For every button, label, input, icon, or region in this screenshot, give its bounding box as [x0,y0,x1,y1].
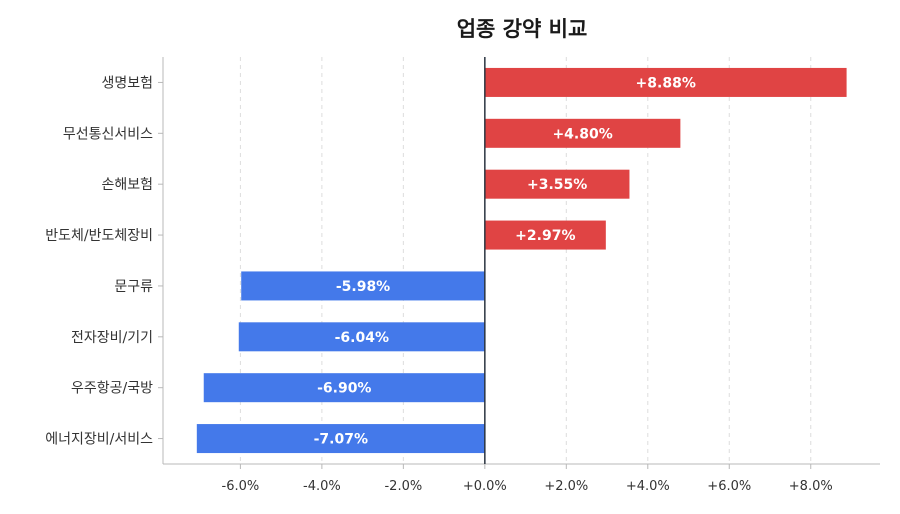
bar [196,424,485,454]
grid-lines [239,57,812,464]
x-tick-label: +4.0% [626,479,670,494]
value-label: +2.97% [515,228,575,244]
x-tick-label: -4.0% [303,479,341,494]
category-label: 손해보험 [101,177,153,193]
category-label: 문구류 [114,279,153,295]
bar [484,220,606,250]
category-label: 반도체/반도체장비 [45,228,153,244]
bar [484,118,681,148]
bar [238,322,485,352]
bar [484,169,630,199]
category-label: 우주항공/국방 [71,381,153,397]
value-label: +8.88% [636,75,696,91]
bar [241,271,485,301]
chart-title: 업종 강약 비교 [457,17,588,41]
x-tick-label: +0.0% [463,479,507,494]
value-label: +3.55% [527,177,587,193]
value-label: -7.07% [314,432,368,448]
x-tick-label: -2.0% [384,479,422,494]
labels: -6.0% -4.0% -2.0% +0.0% +2.0% +4.0% +6.0% +8.0%… [45,75,832,494]
category-label: 생명보험 [101,75,153,91]
axes [158,57,880,469]
bar [484,67,847,97]
category-label: 에너지장비/서비스 [45,432,153,448]
x-tick-label: +6.0% [707,479,751,494]
value-label: -5.98% [336,279,390,295]
bar [203,373,485,403]
x-tick-label: +8.0% [789,479,833,494]
bars [196,67,847,454]
value-label: -6.90% [317,381,371,397]
value-label: -6.04% [335,330,389,346]
category-label: 무선통신서비스 [63,126,153,142]
x-tick-label: +2.0% [544,479,588,494]
x-tick-label: -6.0% [222,479,260,494]
value-label: +4.80% [552,126,612,142]
category-label: 전자장비/기기 [71,330,153,346]
